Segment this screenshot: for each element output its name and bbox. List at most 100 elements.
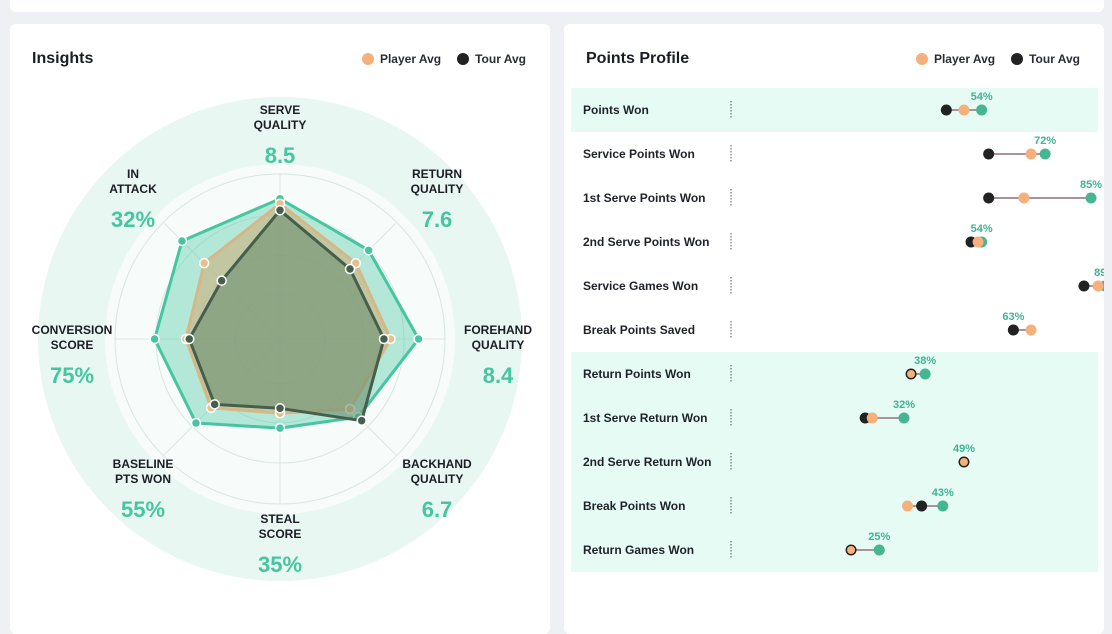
radar-axis-label-5: BASELINE [113,457,174,471]
points-profile-legend: Player Avg Tour Avg [908,52,1080,66]
row-value-label-6: 38% [914,355,936,367]
row-value-label-0: 54% [971,91,993,103]
player-dot-0 [976,104,988,116]
legend-tour: Tour Avg [1011,52,1080,66]
row-label-6: Return Points Won [583,367,691,381]
row-label-8: 2nd Serve Return Won [583,455,711,469]
radar-axis-label-0: QUALITY [254,118,307,132]
tour-avg-dot-0 [940,104,952,116]
row-value-label-2: 85% [1080,179,1102,191]
tour-avg-dot-2 [983,192,995,204]
radar-player-point-6 [149,333,160,345]
insights-title: Insights [32,50,94,67]
tour-avg-swatch [1011,53,1024,65]
tour-avg-dot-4 [1078,280,1090,292]
player-dot-10 [873,544,885,556]
player-dot-9 [937,500,949,512]
player-avg-dot-0 [958,104,970,116]
row-value-label-7: 32% [893,399,915,411]
player-avg-dot-6 [907,370,916,378]
radar-axis-label-0: SERVE [260,103,300,117]
row-value-label-8: 49% [953,443,975,455]
radar-axis-label-2: QUALITY [472,338,525,352]
radar-axis-value-0: 8.5 [265,143,296,168]
dumbbell-chart: Points Won 54% Service Points Won 72% 1st Se… [571,88,1104,572]
row-band [571,352,1098,572]
radar-axis-label-1: RETURN [412,167,462,181]
radar-axis-value-4: 35% [258,552,302,577]
legend-player: Player Avg [361,52,442,66]
radar-player-point-1 [363,245,374,256]
radar-axis-value-6: 75% [50,363,94,388]
player-avg-dot-8 [959,458,968,466]
player-avg-dot-5 [1025,324,1037,336]
radar-player-point-5 [190,417,202,429]
points-profile-title: Points Profile [586,50,690,67]
player-avg-dot-10 [847,546,856,554]
row-label-1: Service Points Won [583,147,695,161]
player-avg-swatch [361,53,374,65]
row-value-label-10: 25% [868,531,890,543]
row-label-2: 1st Serve Points Won [583,191,705,205]
radar-tour-avg-point-0 [274,205,286,216]
radar-axis-label-3: BACKHAND [402,457,472,471]
player-avg-dot-2 [1018,192,1030,204]
player-avg-dot-4 [1092,280,1104,292]
radar-axis-label-1: QUALITY [411,182,464,196]
radar-tour-avg-point-1 [344,263,356,275]
radar-tour-avg-point-7 [216,275,227,286]
row-label-10: Return Games Won [583,543,694,557]
player-avg-dot-1 [1025,148,1037,160]
player-avg-dot-7 [866,412,878,424]
row-label-4: Service Games Won [583,279,698,293]
radar-tour-avg-point-4 [274,403,286,414]
tour-avg-dot-9 [916,500,928,512]
radar-axis-label-4: STEAL [260,512,299,526]
row-value-label-3: 54% [971,223,993,235]
radar-axis-value-3: 6.7 [422,497,453,522]
top-bar [10,0,1104,12]
row-value-label-5: 63% [1002,311,1024,323]
radar-player-point-4 [274,422,286,434]
player-avg-swatch [915,53,928,65]
legend-tour-label: Tour Avg [475,52,526,66]
player-dot-2 [1085,192,1097,204]
radar-axis-label-6: SCORE [51,338,94,352]
radar-tour-avg-point-6 [184,333,195,345]
legend-player: Player Avg [915,52,996,66]
player-dot-7 [898,412,910,424]
radar-axis-label-6: CONVERSION [32,323,113,337]
tour-avg-dot-1 [983,148,995,160]
radar-axis-value-5: 55% [121,497,165,522]
radar-axis-value-2: 8.4 [483,363,514,388]
radar-axis-value-1: 7.6 [422,207,453,232]
radar-chart: SERVEQUALITY8.5RETURNQUALITY7.6FOREHANDQ… [32,97,532,581]
legend-tour: Tour Avg [457,52,526,66]
row-label-9: Break Points Won [583,499,685,513]
insights-card: Insights Player Avg Tour Avg SERVE QUALIT… [10,24,550,634]
radar-player-avg-point-7 [198,257,210,269]
row-label-3: 2nd Serve Points Won [583,235,709,249]
row-label-0: Points Won [583,103,649,117]
radar-axis-label-7: ATTACK [109,182,157,196]
player-avg-dot-3 [972,236,984,248]
row-label-5: Break Points Saved [583,323,695,337]
legend-player-label: Player Avg [379,52,442,66]
radar-axis-label-3: QUALITY [411,472,464,486]
legend-player-label: Player Avg [933,52,996,66]
player-avg-dot-9 [902,500,914,512]
insights-legend: Player Avg Tour Avg [354,52,526,66]
radar-tour-avg-point-2 [378,333,390,345]
tour-avg-dot-5 [1007,324,1019,336]
radar-axis-label-2: FOREHAND [464,323,532,337]
radar-player-point-7 [176,235,188,247]
row-value-label-4: 89% [1094,267,1104,279]
points-profile-card: Points Profile Player Avg Tour Avg Point… [564,24,1104,634]
radar-axis-label-7: IN [127,167,139,181]
radar-tour-avg-point-3 [356,415,367,426]
radar-player-point-2 [413,333,424,345]
radar-axis-label-4: SCORE [259,527,302,541]
radar-axis-label-5: PTS WON [115,472,171,486]
row-value-label-1: 72% [1034,135,1056,147]
row-value-label-9: 43% [932,487,954,499]
